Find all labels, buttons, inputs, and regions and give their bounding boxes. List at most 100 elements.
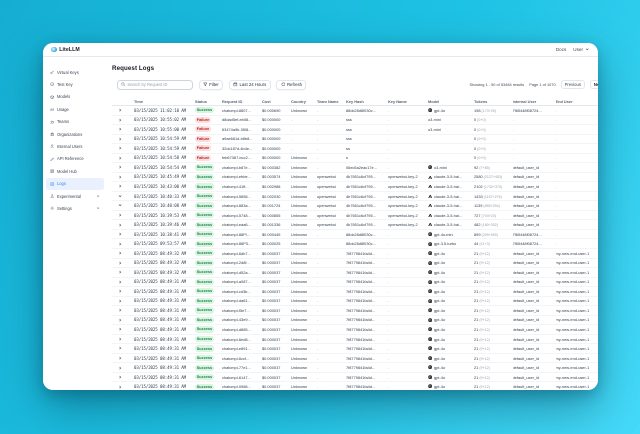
- sidebar-item-experimental[interactable]: Experimental: [46, 190, 104, 202]
- sidebar-item-usage[interactable]: Usage: [46, 103, 104, 115]
- sidebar-item-internal-users[interactable]: Internal Users: [46, 140, 104, 152]
- row-expander[interactable]: [112, 213, 134, 217]
- table-row[interactable]: 03/15/2025 09:53:57 AM Success chatcmpl-…: [112, 239, 598, 249]
- sidebar-item-organizations[interactable]: Organizations: [46, 128, 104, 140]
- table-row[interactable]: 03/15/2025 08:49:32 AM Success chatcmpl-…: [112, 268, 598, 278]
- table-row[interactable]: 03/15/2025 08:49:31 AM Success chatcmpl-…: [112, 382, 598, 389]
- table-row[interactable]: 03/15/2025 08:49:31 AM Success chatcmpl-…: [112, 344, 598, 354]
- sidebar-item-model-hub[interactable]: Model Hub: [46, 165, 104, 177]
- row-expander[interactable]: [112, 385, 134, 389]
- docs-link[interactable]: Docs: [555, 47, 567, 52]
- tokens-breakdown: (41+3): [479, 242, 490, 247]
- row-expander[interactable]: [112, 146, 134, 150]
- row-expander[interactable]: [112, 127, 134, 131]
- row-expander[interactable]: [112, 375, 134, 379]
- row-expander[interactable]: [112, 232, 134, 236]
- table-row[interactable]: 03/15/2025 08:49:31 AM Success chatcmpl-…: [112, 363, 598, 373]
- table-row[interactable]: 03/15/2025 10:55:02 AM Failure d8dad5ef-…: [112, 116, 598, 126]
- cell-country: Unknown: [291, 365, 308, 371]
- table-row[interactable]: 03/15/2025 08:49:31 AM Success chatcmpl-…: [112, 297, 598, 307]
- table-row[interactable]: 03/15/2025 08:49:31 AM Success chatcmpl-…: [112, 354, 598, 364]
- row-expander[interactable]: [112, 194, 134, 198]
- cell-status: Failure: [195, 154, 222, 162]
- table-row[interactable]: 03/15/2025 10:55:00 AM Failure 63474a9b-…: [112, 125, 598, 135]
- row-expander[interactable]: [112, 318, 134, 322]
- table-row[interactable]: 03/15/2025 08:49:31 AM Success chatcmpl-…: [112, 373, 598, 383]
- cell-tokens: 21(9+12): [474, 279, 513, 284]
- table-row[interactable]: 03/15/2025 10:54:54 AM Success chatcmpl-…: [112, 163, 598, 173]
- row-expander[interactable]: [112, 299, 134, 303]
- search-input[interactable]: [127, 82, 189, 87]
- model-name-label: gpt-4o: [433, 250, 446, 256]
- row-expander[interactable]: [112, 156, 134, 160]
- row-expander[interactable]: [112, 289, 134, 293]
- row-expander[interactable]: [112, 366, 134, 370]
- sidebar-item-test-key[interactable]: Test Key: [46, 78, 104, 90]
- status-badge: Success: [195, 345, 214, 352]
- tokens-breakdown: (9+12): [479, 385, 490, 389]
- table-row[interactable]: 03/15/2025 08:49:32 AM Success chatcmpl-…: [112, 249, 598, 259]
- column-header: Internal User: [512, 98, 537, 104]
- previous-page-button[interactable]: Previous: [560, 79, 585, 90]
- row-expander[interactable]: [112, 356, 134, 360]
- table-row[interactable]: 03/15/2025 10:54:59 AM Failure a9ae681d-…: [112, 135, 598, 145]
- row-expander[interactable]: [112, 137, 134, 141]
- cell-tokens: 482(180+302): [474, 222, 513, 227]
- anthropic-icon: [428, 185, 433, 189]
- table-row[interactable]: 03/15/2025 08:49:31 AM Success chatcmpl-…: [112, 287, 598, 297]
- row-expander[interactable]: [112, 184, 134, 188]
- row-expander[interactable]: [112, 251, 134, 255]
- sidebar-item-virtual-keys[interactable]: Virtual Keys: [46, 66, 104, 78]
- row-expander[interactable]: [112, 270, 134, 274]
- tokens-breakdown: (9+12): [479, 280, 490, 285]
- table-row[interactable]: 03/15/2025 10:39:53 AM Success chatcmpl-…: [112, 211, 598, 221]
- time-range-button[interactable]: Last 24 Hours: [228, 79, 271, 90]
- table-row[interactable]: 03/15/2025 10:40:08 AM Success chatcmpl-…: [112, 201, 598, 211]
- sidebar-item-api-reference[interactable]: API Reference: [46, 153, 104, 165]
- sidebar-item-settings[interactable]: Settings: [46, 202, 104, 214]
- table-row[interactable]: 03/15/2025 08:49:31 AM Success chatcmpl-…: [112, 325, 598, 335]
- row-expander[interactable]: [112, 165, 134, 169]
- table-row[interactable]: 03/15/2025 08:49:31 AM Success chatcmpl-…: [112, 306, 598, 316]
- cell-request-id: chatcmpl-f5e7...: [222, 307, 250, 313]
- status-badge: Success: [195, 240, 214, 247]
- status-badge: Success: [195, 221, 214, 228]
- next-page-button[interactable]: Next: [589, 79, 598, 90]
- table-row[interactable]: 03/15/2025 10:45:49 AM Success chatcmpl-…: [112, 173, 598, 183]
- row-expander[interactable]: [112, 203, 134, 207]
- row-expander[interactable]: [112, 308, 134, 312]
- table-row[interactable]: 03/15/2025 11:02:10 AM Success chatcmpl-…: [112, 106, 598, 116]
- row-expander[interactable]: [112, 242, 134, 246]
- cell-country: Unknown: [291, 241, 308, 247]
- sidebar-item-teams[interactable]: Teams: [46, 116, 104, 128]
- status-badge: Success: [195, 202, 214, 209]
- row-expander[interactable]: [112, 346, 134, 350]
- tokens-total: 0: [474, 145, 477, 151]
- row-expander[interactable]: [112, 337, 134, 341]
- row-expander[interactable]: [112, 108, 134, 112]
- row-expander[interactable]: [112, 175, 134, 179]
- table-row[interactable]: 03/15/2025 08:49:31 AM Success chatcmpl-…: [112, 335, 598, 345]
- filter-button[interactable]: Filter: [198, 79, 224, 90]
- cell-tokens: 21(9+12): [474, 327, 513, 332]
- model-name-label: gpt-4o-mini: [433, 231, 454, 237]
- table-row[interactable]: 03/15/2025 08:49:31 AM Success chatcmpl-…: [112, 278, 598, 288]
- table-row[interactable]: 03/15/2025 10:40:33 AM Success chatcmpl-…: [112, 192, 598, 202]
- sidebar-item-models[interactable]: Models: [46, 91, 104, 103]
- table-row[interactable]: 03/15/2025 10:54:59 AM Failure 32dc187d-…: [112, 144, 598, 154]
- table-row[interactable]: 03/15/2025 10:54:58 AM Failure feb67387-…: [112, 154, 598, 164]
- table-row[interactable]: 03/15/2025 10:39:46 AM Success chatcmpl-…: [112, 220, 598, 230]
- row-expander[interactable]: [112, 261, 134, 265]
- table-row[interactable]: 03/15/2025 08:49:32 AM Success chatcmpl-…: [112, 259, 598, 269]
- row-expander[interactable]: [112, 223, 134, 227]
- cell-key-hash: 06ec5a2eac17e...: [346, 164, 377, 170]
- table-row[interactable]: 03/15/2025 10:43:00 AM Success chatcmpl-…: [112, 182, 598, 192]
- row-expander[interactable]: [112, 118, 134, 122]
- row-expander[interactable]: [112, 327, 134, 331]
- table-row[interactable]: 03/15/2025 08:49:31 AM Success chatcmpl-…: [112, 316, 598, 326]
- sidebar-item-logs[interactable]: Logs: [46, 177, 104, 190]
- table-row[interactable]: 03/15/2025 10:38:41 AM Success chatcmpl-…: [112, 230, 598, 240]
- refresh-button[interactable]: Refresh: [276, 79, 307, 90]
- user-menu[interactable]: User: [573, 47, 589, 52]
- row-expander[interactable]: [112, 280, 134, 284]
